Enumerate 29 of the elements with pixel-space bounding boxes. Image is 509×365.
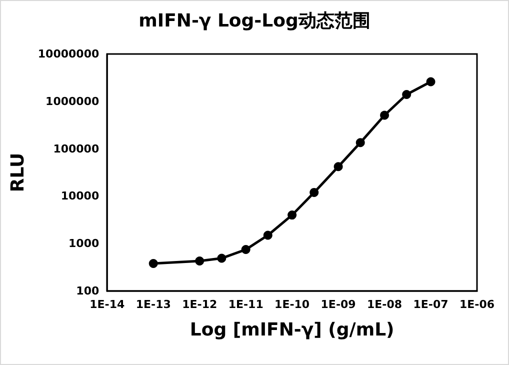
y-tick-label: 10000 (60, 190, 100, 203)
point (380, 110, 390, 120)
y-tick-label: 10000000 (38, 48, 100, 60)
point (263, 230, 272, 240)
point (217, 254, 226, 263)
x-tick-label: 1E-13 (136, 298, 171, 311)
y-axis-title: RLU (8, 152, 28, 192)
y-tick-label: 1000 (68, 237, 100, 250)
y-tick-label: 100 (76, 284, 100, 298)
point (402, 90, 412, 99)
x-tick-label: 1E-08 (367, 298, 402, 311)
point (310, 188, 319, 197)
y-tick-label: 1000000 (46, 94, 100, 108)
x-tick-label: 1E-11 (228, 298, 264, 311)
point (334, 162, 343, 172)
y-tick-label: 100000 (53, 142, 100, 156)
x-tick-label: 1E-07 (413, 298, 448, 311)
chart-title: mIFN-γ Log-Log动态范围 (138, 10, 370, 32)
point (288, 210, 297, 220)
x-tick-label: 1E-09 (320, 298, 356, 311)
point (356, 138, 365, 148)
x-tick-label: 1E-14 (90, 298, 125, 311)
point (426, 77, 436, 86)
x-axis-title: Log [mIFN-γ] (g/mL) (190, 320, 394, 340)
x-tick-label: 1E-12 (182, 298, 218, 311)
point (241, 245, 250, 254)
point (195, 256, 204, 266)
x-tick-label: 1E-10 (274, 298, 310, 311)
x-tick-label: 1E-06 (459, 298, 495, 311)
